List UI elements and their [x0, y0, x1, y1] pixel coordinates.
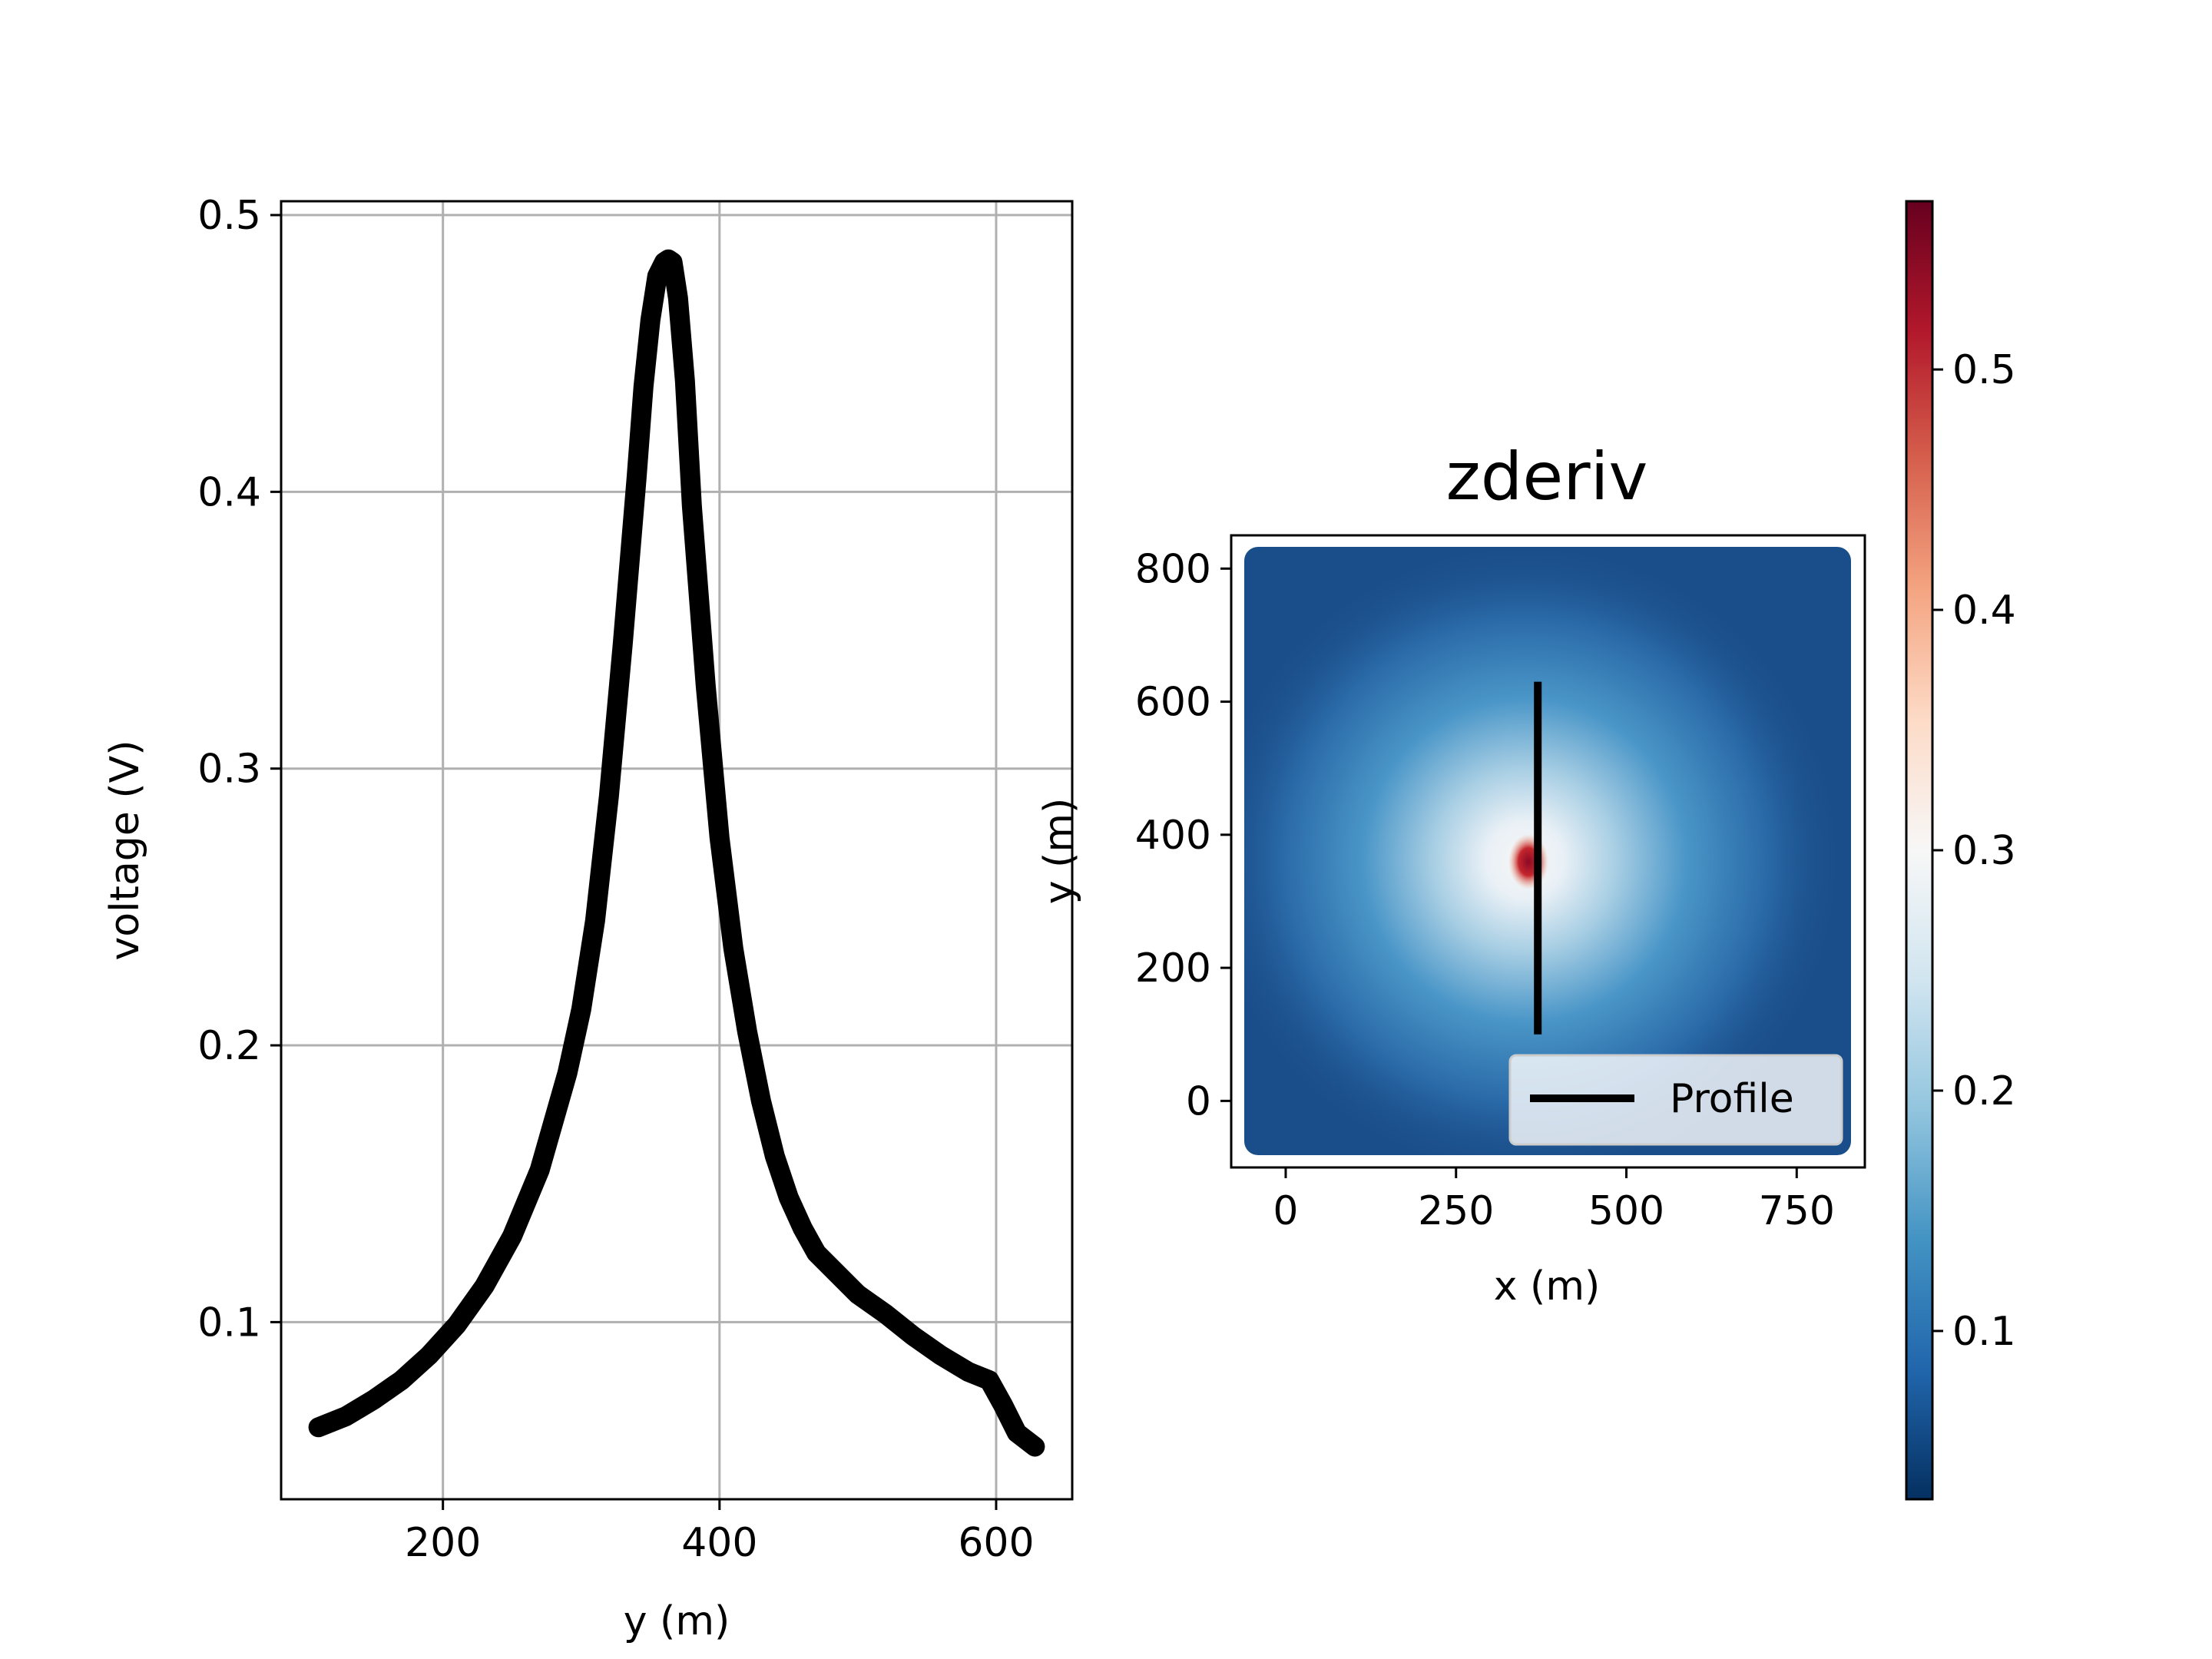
y-tick-label: 400 [1135, 813, 1211, 859]
y-axis-label: y (m) [1036, 798, 1082, 905]
y-tick-label: 600 [1135, 680, 1211, 726]
profile-plot: 200 400 600 0.1 0.2 0.3 0.4 0.5 y (m) voltage … [102, 193, 1074, 1644]
y-tick-label: 0.5 [197, 193, 261, 239]
voltage-profile-line [308, 249, 1045, 1457]
map-title: zderiv [1446, 439, 1648, 515]
y-tick-label: 200 [1135, 945, 1211, 992]
y-tick-label: 800 [1135, 546, 1211, 592]
y-tick-label: 0.2 [197, 1023, 261, 1069]
x-tick-label: 0 [1273, 1188, 1298, 1234]
x-axis-ticks: 200 400 600 [405, 1499, 1035, 1566]
y-tick-label: 0.1 [197, 1300, 261, 1346]
plot-frame [280, 200, 1074, 1501]
heatmap-core [1508, 834, 1548, 889]
y-tick-label: 0.4 [197, 469, 261, 515]
y-tick-label: 0 [1186, 1078, 1211, 1124]
legend-box [1508, 1054, 1843, 1146]
y-axis-ticks: 0 200 400 600 800 [1135, 546, 1231, 1124]
x-tick-label: 400 [681, 1520, 757, 1566]
y-axis-label: voltage (V) [102, 740, 148, 961]
zderiv-map: zderiv 0 250 500 750 0 200 400 600 800 x (m) y … [1036, 439, 1866, 1310]
x-axis-label: y (m) [624, 1598, 730, 1644]
x-axis-ticks: 0 250 500 750 [1273, 1167, 1835, 1234]
x-tick-label: 250 [1418, 1188, 1494, 1234]
x-tick-label: 200 [405, 1520, 481, 1566]
colorbar-gradient [1905, 200, 1934, 1501]
colorbar-tick-label: 0.4 [1952, 588, 2016, 634]
colorbar-tick-label: 0.1 [1952, 1309, 2016, 1355]
map-frame [1230, 534, 1866, 1169]
x-tick-label: 600 [958, 1520, 1034, 1566]
x-axis-label: x (m) [1494, 1263, 1601, 1310]
plot-area-background [281, 201, 1072, 1499]
colorbar-ticks: 0.1 0.2 0.3 0.4 0.5 [1932, 347, 2016, 1355]
legend-label: Profile [1670, 1076, 1794, 1122]
y-tick-label: 0.3 [197, 747, 261, 793]
legend: Profile [1508, 1054, 1843, 1146]
colorbar: 0.1 0.2 0.3 0.4 0.5 [1905, 200, 2016, 1501]
colorbar-tick-label: 0.3 [1952, 828, 2016, 874]
heatmap-field [1244, 547, 1851, 1155]
x-tick-label: 500 [1588, 1188, 1664, 1234]
y-axis-ticks: 0.1 0.2 0.3 0.4 0.5 [197, 193, 281, 1346]
colorbar-tick-label: 0.2 [1952, 1068, 2016, 1114]
colorbar-tick-label: 0.5 [1952, 347, 2016, 393]
x-tick-label: 750 [1759, 1188, 1835, 1234]
